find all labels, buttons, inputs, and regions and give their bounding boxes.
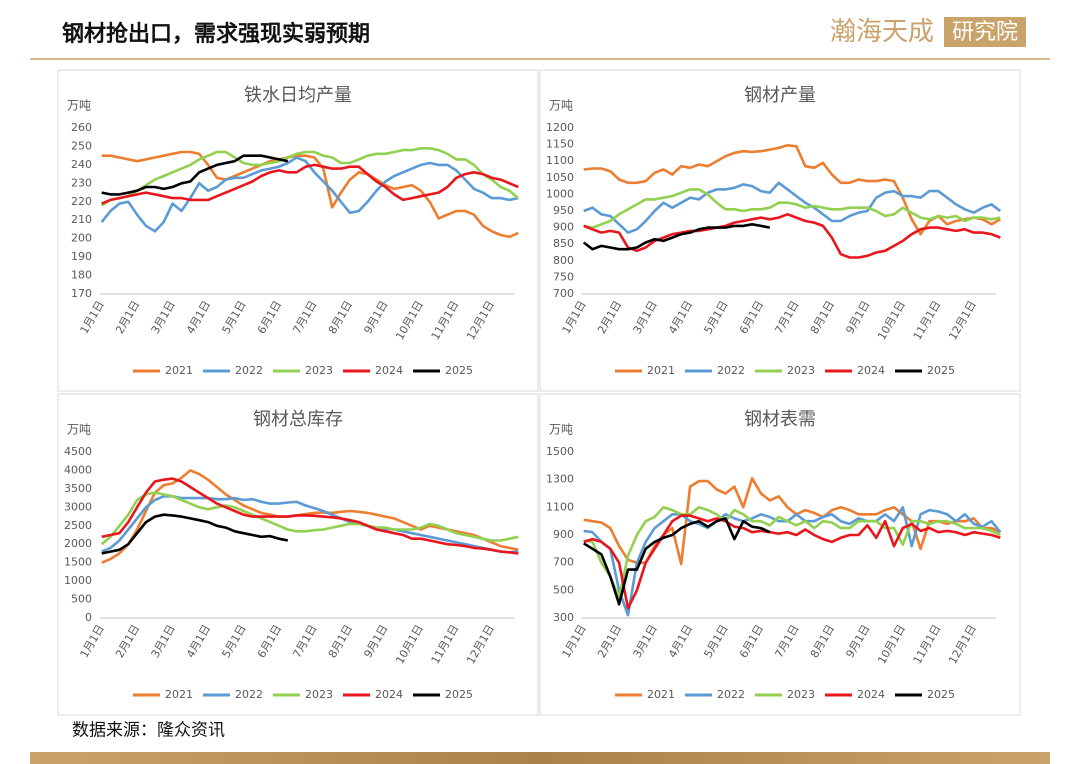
y-tick-label: 240	[71, 158, 92, 171]
legend-label: 2025	[927, 364, 955, 377]
logo-box	[944, 17, 1026, 47]
legend-label: 2023	[305, 364, 333, 377]
y-tick-label: 900	[553, 221, 574, 234]
source: 数据来源：隆众资讯	[72, 721, 225, 741]
y-tick-label: 230	[71, 176, 92, 189]
y-tick-label: 800	[553, 254, 574, 267]
series-line	[101, 163, 519, 205]
legend-label: 2024	[375, 364, 403, 377]
legend-label: 2022	[717, 688, 745, 701]
y-tick-label: 190	[71, 250, 92, 263]
y-tick-label: 220	[71, 195, 92, 208]
series-line	[101, 150, 519, 239]
chart-panel	[539, 393, 1021, 716]
chart-panel	[57, 393, 539, 716]
legend-label: 2024	[375, 688, 403, 701]
logo-box-text: 研究院	[952, 20, 1018, 45]
y-tick-label: 180	[71, 269, 92, 282]
y-tick-label: 2000	[64, 537, 92, 550]
series-line	[583, 188, 1001, 229]
legend-label: 2023	[305, 688, 333, 701]
y-tick-label: 4000	[64, 463, 92, 476]
footer-bar	[30, 752, 1050, 764]
y-tick-label: 500	[71, 593, 92, 606]
y-tick-label: 1200	[546, 121, 574, 134]
y-tick-label: 4500	[64, 445, 92, 458]
legend-label: 2021	[165, 688, 193, 701]
series-line	[583, 506, 1001, 599]
legend-label: 2025	[445, 688, 473, 701]
series-line	[101, 477, 519, 555]
chart-title: 钢材表需	[744, 409, 816, 430]
legend-label: 2021	[165, 364, 193, 377]
y-axis-label: 万吨	[67, 423, 91, 437]
series-line	[583, 514, 1001, 610]
y-tick-label: 1000	[546, 187, 574, 200]
series-line	[583, 213, 1001, 259]
y-tick-label: 1100	[546, 154, 574, 167]
legend-label: 2023	[787, 364, 815, 377]
y-tick-label: 210	[71, 213, 92, 226]
legend-label: 2022	[717, 364, 745, 377]
series-line	[583, 144, 1001, 236]
y-tick-label: 1050	[546, 171, 574, 184]
chart-title: 钢材产量	[744, 85, 816, 106]
y-axis-label: 万吨	[67, 99, 91, 113]
series-line	[101, 513, 289, 555]
y-axis-label: 万吨	[549, 423, 573, 437]
y-tick-label: 700	[553, 287, 574, 300]
y-tick-label: 700	[553, 556, 574, 569]
y-tick-label: 950	[553, 204, 574, 217]
chart-panel	[57, 69, 539, 392]
y-tick-label: 200	[71, 232, 92, 245]
page-title: 钢材抢出口，需求强现实弱预期	[62, 21, 370, 47]
chart-title: 铁水日均产量	[244, 85, 352, 106]
y-tick-label: 260	[71, 121, 92, 134]
y-axis-label: 万吨	[549, 99, 573, 113]
y-tick-label: 170	[71, 287, 92, 300]
y-tick-label: 3500	[64, 482, 92, 495]
y-tick-label: 1150	[546, 138, 574, 151]
y-tick-label: 250	[71, 139, 92, 152]
y-tick-label: 2500	[64, 519, 92, 532]
y-tick-label: 1000	[64, 574, 92, 587]
legend-label: 2025	[445, 364, 473, 377]
y-tick-label: 750	[553, 270, 574, 283]
legend-label: 2021	[647, 364, 675, 377]
series-line	[583, 506, 1002, 617]
logo-name: 瀚海天成	[830, 17, 934, 47]
legend-label: 2025	[927, 688, 955, 701]
y-tick-label: 1500	[64, 556, 92, 569]
legend-label: 2022	[235, 364, 263, 377]
y-tick-label: 1100	[546, 500, 574, 513]
series-line	[583, 181, 1002, 234]
y-tick-label: 900	[553, 528, 574, 541]
y-tick-label: 300	[553, 611, 574, 624]
series-line	[582, 223, 771, 251]
chart-panel	[539, 69, 1021, 392]
y-tick-label: 850	[553, 237, 574, 250]
chart-title: 钢材总库存	[253, 409, 343, 430]
legend-label: 2021	[647, 688, 675, 701]
y-tick-label: 1500	[546, 445, 574, 458]
series-line	[583, 517, 771, 606]
series-line	[101, 147, 520, 207]
y-tick-label: 0	[85, 611, 92, 624]
legend-label: 2023	[787, 688, 815, 701]
legend-label: 2022	[235, 688, 263, 701]
y-tick-label: 3000	[64, 500, 92, 513]
y-tick-label: 1300	[546, 473, 574, 486]
legend-label: 2024	[857, 688, 885, 701]
legend-label: 2024	[857, 364, 885, 377]
series-line	[101, 154, 289, 196]
y-tick-label: 500	[553, 583, 574, 596]
series-line	[100, 491, 519, 546]
